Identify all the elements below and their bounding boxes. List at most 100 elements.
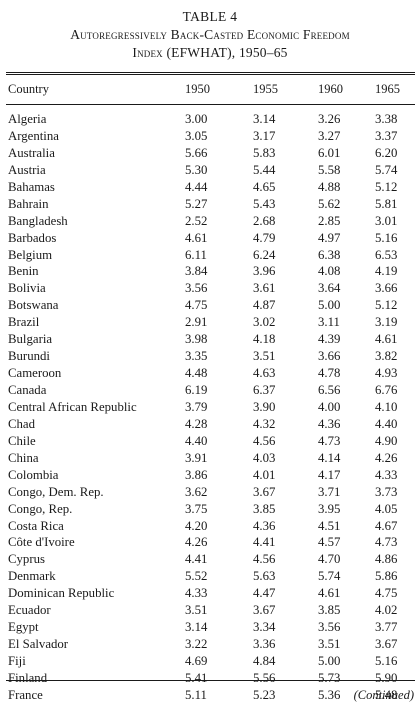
value-1960: 6.38 <box>318 247 341 262</box>
value-1950: 3.84 <box>185 264 208 279</box>
table-row: Benin 3.84 3.96 4.08 4.19 <box>0 263 420 280</box>
value-1960: 5.62 <box>318 196 341 211</box>
value-1950: 3.86 <box>185 467 208 482</box>
table-row: Central African Republic 3.79 3.90 4.00 4.10 <box>0 399 420 416</box>
country-cell: Australia <box>8 145 55 160</box>
value-1955: 3.17 <box>253 128 276 143</box>
value-1965: 4.90 <box>375 433 398 448</box>
value-1950: 3.79 <box>185 399 208 414</box>
continued-note: (Continued) <box>353 688 414 702</box>
value-1950: 4.28 <box>185 416 208 431</box>
value-1960: 5.74 <box>318 569 341 584</box>
table-header: Country 1950 1955 1960 1965 <box>0 82 420 102</box>
value-1950: 3.51 <box>185 603 208 618</box>
country-cell: Algeria <box>8 112 47 126</box>
value-1960: 5.00 <box>318 298 341 313</box>
value-1955: 5.44 <box>253 162 276 177</box>
table-row: Bolivia 3.56 3.61 3.64 3.66 <box>0 280 420 297</box>
value-1965: 6.53 <box>375 247 398 262</box>
header-rule <box>6 104 415 105</box>
value-1960: 3.95 <box>318 501 341 516</box>
value-1960: 3.64 <box>318 281 341 296</box>
top-rule-double <box>6 74 415 75</box>
value-1965: 5.12 <box>375 298 398 313</box>
value-1955: 3.85 <box>253 501 276 516</box>
value-1950: 4.40 <box>185 433 208 448</box>
value-1960: 4.88 <box>318 179 341 194</box>
value-1965: 3.01 <box>375 213 398 228</box>
value-1960: 5.00 <box>318 654 341 668</box>
country-cell: Congo, Rep. <box>8 501 73 516</box>
value-1960: 3.51 <box>318 637 341 652</box>
table-row: Canada 6.19 6.37 6.56 6.76 <box>0 382 420 399</box>
country-cell: Chad <box>8 416 36 431</box>
value-1965: 4.86 <box>375 552 398 567</box>
country-cell: Fiji <box>8 654 26 668</box>
value-1950: 2.91 <box>185 315 208 330</box>
table-row: Ecuador 3.51 3.67 3.85 4.02 <box>0 602 420 619</box>
value-1950: 6.11 <box>185 247 207 262</box>
table-row: Congo, Dem. Rep. 3.62 3.67 3.71 3.73 <box>0 484 420 501</box>
value-1965: 5.16 <box>375 654 398 668</box>
value-1965: 4.05 <box>375 501 398 516</box>
value-1955: 5.83 <box>253 145 276 160</box>
country-cell: Botswana <box>8 298 59 313</box>
value-1955: 4.32 <box>253 416 276 431</box>
value-1965: 3.66 <box>375 281 398 296</box>
value-1965: 4.93 <box>375 366 398 381</box>
value-1955: 4.18 <box>253 332 276 347</box>
value-1965: 3.19 <box>375 315 398 330</box>
table-row: France 5.11 5.23 5.36 5.48 <box>0 687 420 704</box>
top-rule <box>6 72 415 73</box>
value-1955: 3.14 <box>253 112 276 126</box>
country-cell: Chile <box>8 433 36 448</box>
value-1950: 5.66 <box>185 145 208 160</box>
value-1965: 5.12 <box>375 179 398 194</box>
value-1950: 4.75 <box>185 298 208 313</box>
value-1950: 5.30 <box>185 162 208 177</box>
value-1960: 4.08 <box>318 264 341 279</box>
country-cell: Canada <box>8 383 47 397</box>
value-1950: 5.27 <box>185 196 208 211</box>
value-1955: 4.41 <box>253 535 276 550</box>
table-row: Finland 5.41 5.56 5.73 5.90 <box>0 670 420 687</box>
value-1965: 4.67 <box>375 518 398 533</box>
value-1955: 4.36 <box>253 518 276 533</box>
value-1955: 4.79 <box>253 230 276 245</box>
header-1955: 1955 <box>253 82 278 96</box>
value-1965: 3.38 <box>375 112 398 126</box>
table-row: Congo, Rep. 3.75 3.85 3.95 4.05 <box>0 501 420 518</box>
country-cell: Finland <box>8 670 48 685</box>
country-cell: Bolivia <box>8 281 46 296</box>
value-1960: 3.85 <box>318 603 341 618</box>
header-country: Country <box>8 82 49 96</box>
value-1960: 4.78 <box>318 366 341 381</box>
value-1960: 6.56 <box>318 383 341 397</box>
value-1950: 3.35 <box>185 349 208 364</box>
value-1960: 3.56 <box>318 620 341 635</box>
table-row: Cyprus 4.41 4.56 4.70 4.86 <box>0 551 420 568</box>
country-cell: Burundi <box>8 349 50 364</box>
value-1950: 5.52 <box>185 569 208 584</box>
value-1960: 3.27 <box>318 128 341 143</box>
value-1965: 4.73 <box>375 535 398 550</box>
country-cell: El Salvador <box>8 637 69 652</box>
value-1955: 4.03 <box>253 450 276 465</box>
value-1950: 3.98 <box>185 332 208 347</box>
table-row: Bulgaria 3.98 4.18 4.39 4.61 <box>0 331 420 348</box>
table-row: Colombia 3.86 4.01 4.17 4.33 <box>0 467 420 484</box>
value-1955: 6.24 <box>253 247 276 262</box>
table-number: TABLE 4 <box>182 9 238 24</box>
value-1965: 5.74 <box>375 162 398 177</box>
value-1950: 4.26 <box>185 535 208 550</box>
value-1955: 4.47 <box>253 586 276 601</box>
value-1960: 3.66 <box>318 349 341 364</box>
value-1965: 5.16 <box>375 230 398 245</box>
value-1965: 4.10 <box>375 399 398 414</box>
value-1955: 3.96 <box>253 264 276 279</box>
value-1950: 4.69 <box>185 654 208 668</box>
country-cell: Brazil <box>8 315 40 330</box>
value-1955: 5.43 <box>253 196 276 211</box>
country-cell: China <box>8 450 39 465</box>
value-1955: 3.02 <box>253 315 276 330</box>
